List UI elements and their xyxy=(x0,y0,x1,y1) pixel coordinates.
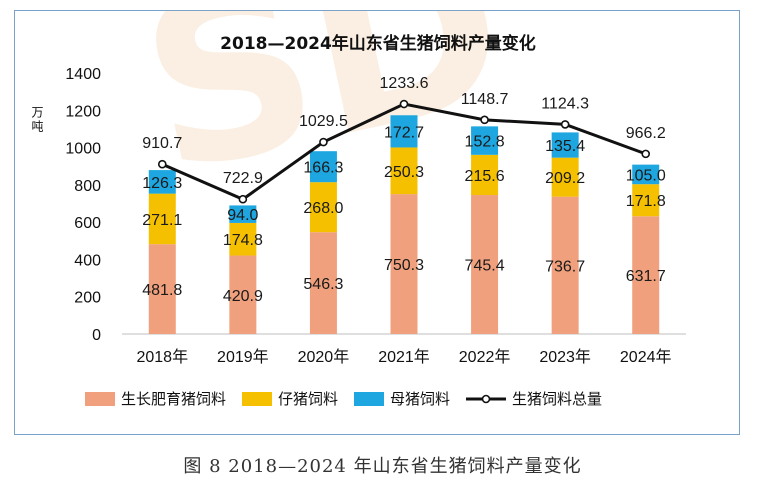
bar-value-label: 171.8 xyxy=(626,193,666,210)
total-point xyxy=(399,99,409,109)
y-tick-label: 800 xyxy=(74,178,101,195)
chart-svg: SD2018—2024年山东省生猪饲料产量变化万吨020040060080010… xyxy=(30,11,686,408)
total-value-label: 1029.5 xyxy=(299,113,348,130)
bar-value-label: 271.1 xyxy=(142,212,182,229)
total-point xyxy=(319,137,328,147)
y-tick-label: 600 xyxy=(74,215,101,232)
x-tick-label: 2018年 xyxy=(136,348,188,366)
bar-value-label: 105.0 xyxy=(626,167,666,184)
bar-value-label: 126.3 xyxy=(142,175,182,192)
total-value-label: 1124.3 xyxy=(541,95,589,112)
y-tick-label: 200 xyxy=(74,290,101,307)
legend-swatch xyxy=(354,392,384,406)
bar-value-label: 268.0 xyxy=(303,200,343,217)
bar-value-label: 172.7 xyxy=(384,124,424,141)
total-value-label: 1233.6 xyxy=(380,75,429,92)
bar-segment xyxy=(632,184,660,217)
total-point xyxy=(480,115,489,125)
total-point xyxy=(641,149,651,159)
bar-value-label: 745.4 xyxy=(465,258,505,275)
bar-value-label: 166.3 xyxy=(303,160,343,177)
total-value-label: 910.7 xyxy=(142,135,182,152)
bar-value-label: 420.9 xyxy=(223,288,263,305)
legend-marker xyxy=(481,394,491,404)
bar-segment xyxy=(229,255,257,334)
total-value-label: 966.2 xyxy=(626,125,666,142)
y-tick-label: 1400 xyxy=(65,66,101,83)
bar-segment xyxy=(148,170,176,194)
bar-segment xyxy=(229,222,257,256)
bar-segment xyxy=(309,151,337,183)
bar-value-label: 94.0 xyxy=(227,207,258,224)
chart-title: 2018—2024年山东省生猪饲料产量变化 xyxy=(220,33,536,54)
bar-segment xyxy=(390,147,418,195)
x-tick-label: 2021年 xyxy=(378,348,430,366)
x-tick-label: 2019年 xyxy=(217,348,269,366)
bar-segment xyxy=(632,164,660,185)
x-tick-label: 2020年 xyxy=(298,348,350,366)
bar-segment xyxy=(551,157,579,197)
bar-value-label: 750.3 xyxy=(384,257,424,274)
x-tick-label: 2024年 xyxy=(620,348,672,366)
total-point xyxy=(238,194,248,204)
y-tick-label: 1000 xyxy=(65,141,101,158)
x-tick-label: 2022年 xyxy=(459,348,511,366)
chart-frame: SD 2018—2024年山东省生猪饲料产量变化 万吨 0 200 400 600 800 10… xyxy=(14,10,740,435)
bar-value-label: 152.8 xyxy=(465,134,505,151)
bar-value-label: 546.3 xyxy=(303,276,343,293)
bar-segment xyxy=(471,195,499,334)
bar-segment xyxy=(309,232,337,334)
bar-segment xyxy=(471,126,499,155)
legend-swatch xyxy=(242,392,272,406)
x-tick-label: 2023年 xyxy=(539,348,591,366)
bar-value-label: 250.3 xyxy=(384,164,424,181)
bar-segment xyxy=(632,216,660,334)
bar-value-label: 481.8 xyxy=(142,282,182,299)
total-value-label: 722.9 xyxy=(223,170,263,187)
bar-value-label: 135.4 xyxy=(545,138,585,155)
bar-value-label: 215.6 xyxy=(465,168,505,185)
bar-segment xyxy=(390,194,418,334)
bar-segment xyxy=(309,182,337,233)
legend-label: 生长肥育猪饲料 xyxy=(121,390,226,408)
bar-segment xyxy=(229,205,257,223)
bar-value-label: 174.8 xyxy=(223,232,263,249)
figure-caption: 图 8 2018—2024 年山东省生猪饲料产量变化 xyxy=(183,456,582,477)
bar-value-label: 209.2 xyxy=(545,170,585,187)
total-value-label: 1148.7 xyxy=(461,91,509,108)
legend-swatch xyxy=(85,392,115,406)
y-axis-label: 万吨 xyxy=(30,106,44,134)
y-tick-label: 1200 xyxy=(65,103,101,120)
bar-value-label: 631.7 xyxy=(626,268,666,285)
bar-value-label: 736.7 xyxy=(545,258,585,275)
bar-segment xyxy=(551,196,579,334)
legend-label: 仔猪饲料 xyxy=(278,390,338,408)
total-point xyxy=(560,120,570,129)
bar-segment xyxy=(148,193,176,245)
bar-segment xyxy=(471,154,499,196)
total-point xyxy=(157,159,167,169)
legend-label: 母猪饲料 xyxy=(390,390,450,408)
y-tick-label: 400 xyxy=(74,252,101,269)
bar-segment xyxy=(148,244,176,334)
y-tick-label: 0 xyxy=(92,327,101,344)
bar-segment xyxy=(551,132,579,158)
bar-segment xyxy=(390,115,418,148)
legend-label: 生猪饲料总量 xyxy=(512,390,602,408)
